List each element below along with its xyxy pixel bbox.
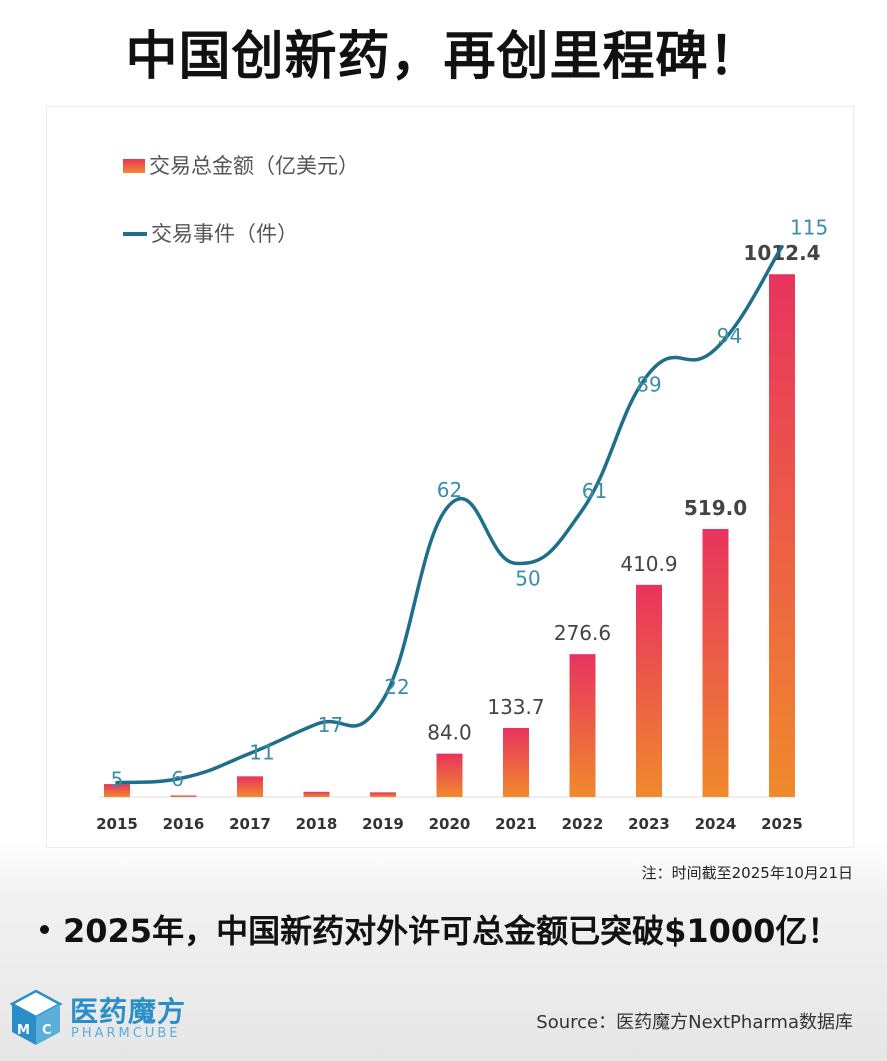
x-tick-2020: 2020 — [429, 815, 471, 833]
svg-text:C: C — [42, 1023, 52, 1038]
bar-label-2021: 133.7 — [487, 695, 544, 719]
headline-text: 2025年，中国新药对外许可总金额已突破$1000亿！ — [63, 912, 840, 950]
bar-label-2020: 84.0 — [427, 721, 472, 745]
bar-2021 — [503, 727, 529, 797]
pharmcube-logo: M C 医药魔方 PHARMCUBE — [8, 988, 228, 1048]
bar-2023 — [636, 584, 662, 797]
bar-data-labels: 84.0 133.7 276.6 410.9 519.0 1012.4 — [427, 241, 820, 744]
line-label-2020: 62 — [437, 478, 462, 502]
bar-2025 — [769, 274, 795, 797]
x-axis-ticks: 2015 2016 2017 2018 2019 2020 2021 2022 2023 2024… — [96, 815, 803, 833]
line-label-2024: 94 — [717, 324, 742, 348]
x-tick-2022: 2022 — [562, 815, 604, 833]
line-label-2015: 5 — [111, 768, 124, 792]
bar-2019 — [370, 792, 396, 797]
x-tick-2018: 2018 — [296, 815, 338, 833]
line-label-2025: 115 — [790, 216, 828, 240]
chart-card: 交易总金额（亿美元） 交易事件（件） 84.0 133.7 276.6 410.9 51… — [46, 106, 854, 848]
bullet-dot-icon — [40, 924, 49, 934]
line-label-2019: 22 — [384, 675, 409, 699]
cube-logo-icon: M C — [9, 989, 63, 1045]
bar-2020 — [436, 753, 463, 797]
bar-series — [104, 274, 795, 797]
page-title: 中国创新药，再创里程碑！ — [125, 27, 762, 87]
line-label-2016: 6 — [171, 767, 184, 791]
x-tick-2019: 2019 — [362, 815, 404, 833]
legend-line-label: 交易事件（件） — [151, 222, 298, 246]
logo-cn-text: 医药魔方 — [70, 995, 187, 1028]
bar-label-2023: 410.9 — [620, 552, 677, 576]
x-tick-2024: 2024 — [695, 815, 737, 833]
chart-legend: 交易总金额（亿美元） 交易事件（件） — [123, 154, 359, 246]
event-count-line — [115, 244, 784, 785]
svg-text:M: M — [17, 1023, 30, 1038]
bar-2018 — [303, 791, 330, 797]
x-tick-2017: 2017 — [229, 815, 271, 833]
line-label-2017: 11 — [249, 740, 274, 764]
source-citation: Source：医药魔方NextPharma数据库 — [536, 1012, 853, 1033]
bar-2022 — [569, 654, 596, 797]
line-label-2018: 17 — [318, 713, 343, 737]
line-data-labels: 5 6 11 17 22 62 50 61 89 94 115 — [111, 216, 829, 792]
line-label-2021: 50 — [515, 566, 540, 590]
x-tick-2025: 2025 — [761, 815, 803, 833]
legend-bar-label: 交易总金额（亿美元） — [149, 154, 359, 178]
bar-label-2024: 519.0 — [684, 496, 747, 520]
bar-2024 — [702, 529, 729, 797]
line-label-2023: 89 — [636, 372, 661, 396]
bar-2017 — [237, 776, 263, 797]
x-tick-2016: 2016 — [163, 815, 205, 833]
legend-bar-swatch — [123, 159, 145, 173]
logo-en-text: PHARMCUBE — [71, 1026, 181, 1041]
bar-2016 — [170, 795, 197, 797]
footnote: 注：时间截至2025年10月21日 — [641, 864, 853, 882]
bar-label-2025: 1012.4 — [743, 241, 820, 265]
x-tick-2021: 2021 — [495, 815, 537, 833]
line-label-2022: 61 — [582, 479, 607, 503]
bar-label-2022: 276.6 — [554, 621, 611, 645]
x-tick-2015: 2015 — [96, 815, 138, 833]
deal-chart: 交易总金额（亿美元） 交易事件（件） 84.0133.7276.6410.951… — [96, 154, 829, 833]
bar-2015 — [104, 784, 130, 797]
headline-bullet: 2025年，中国新药对外许可总金额已突破$1000亿！ — [40, 906, 870, 952]
x-tick-2023: 2023 — [628, 815, 670, 833]
